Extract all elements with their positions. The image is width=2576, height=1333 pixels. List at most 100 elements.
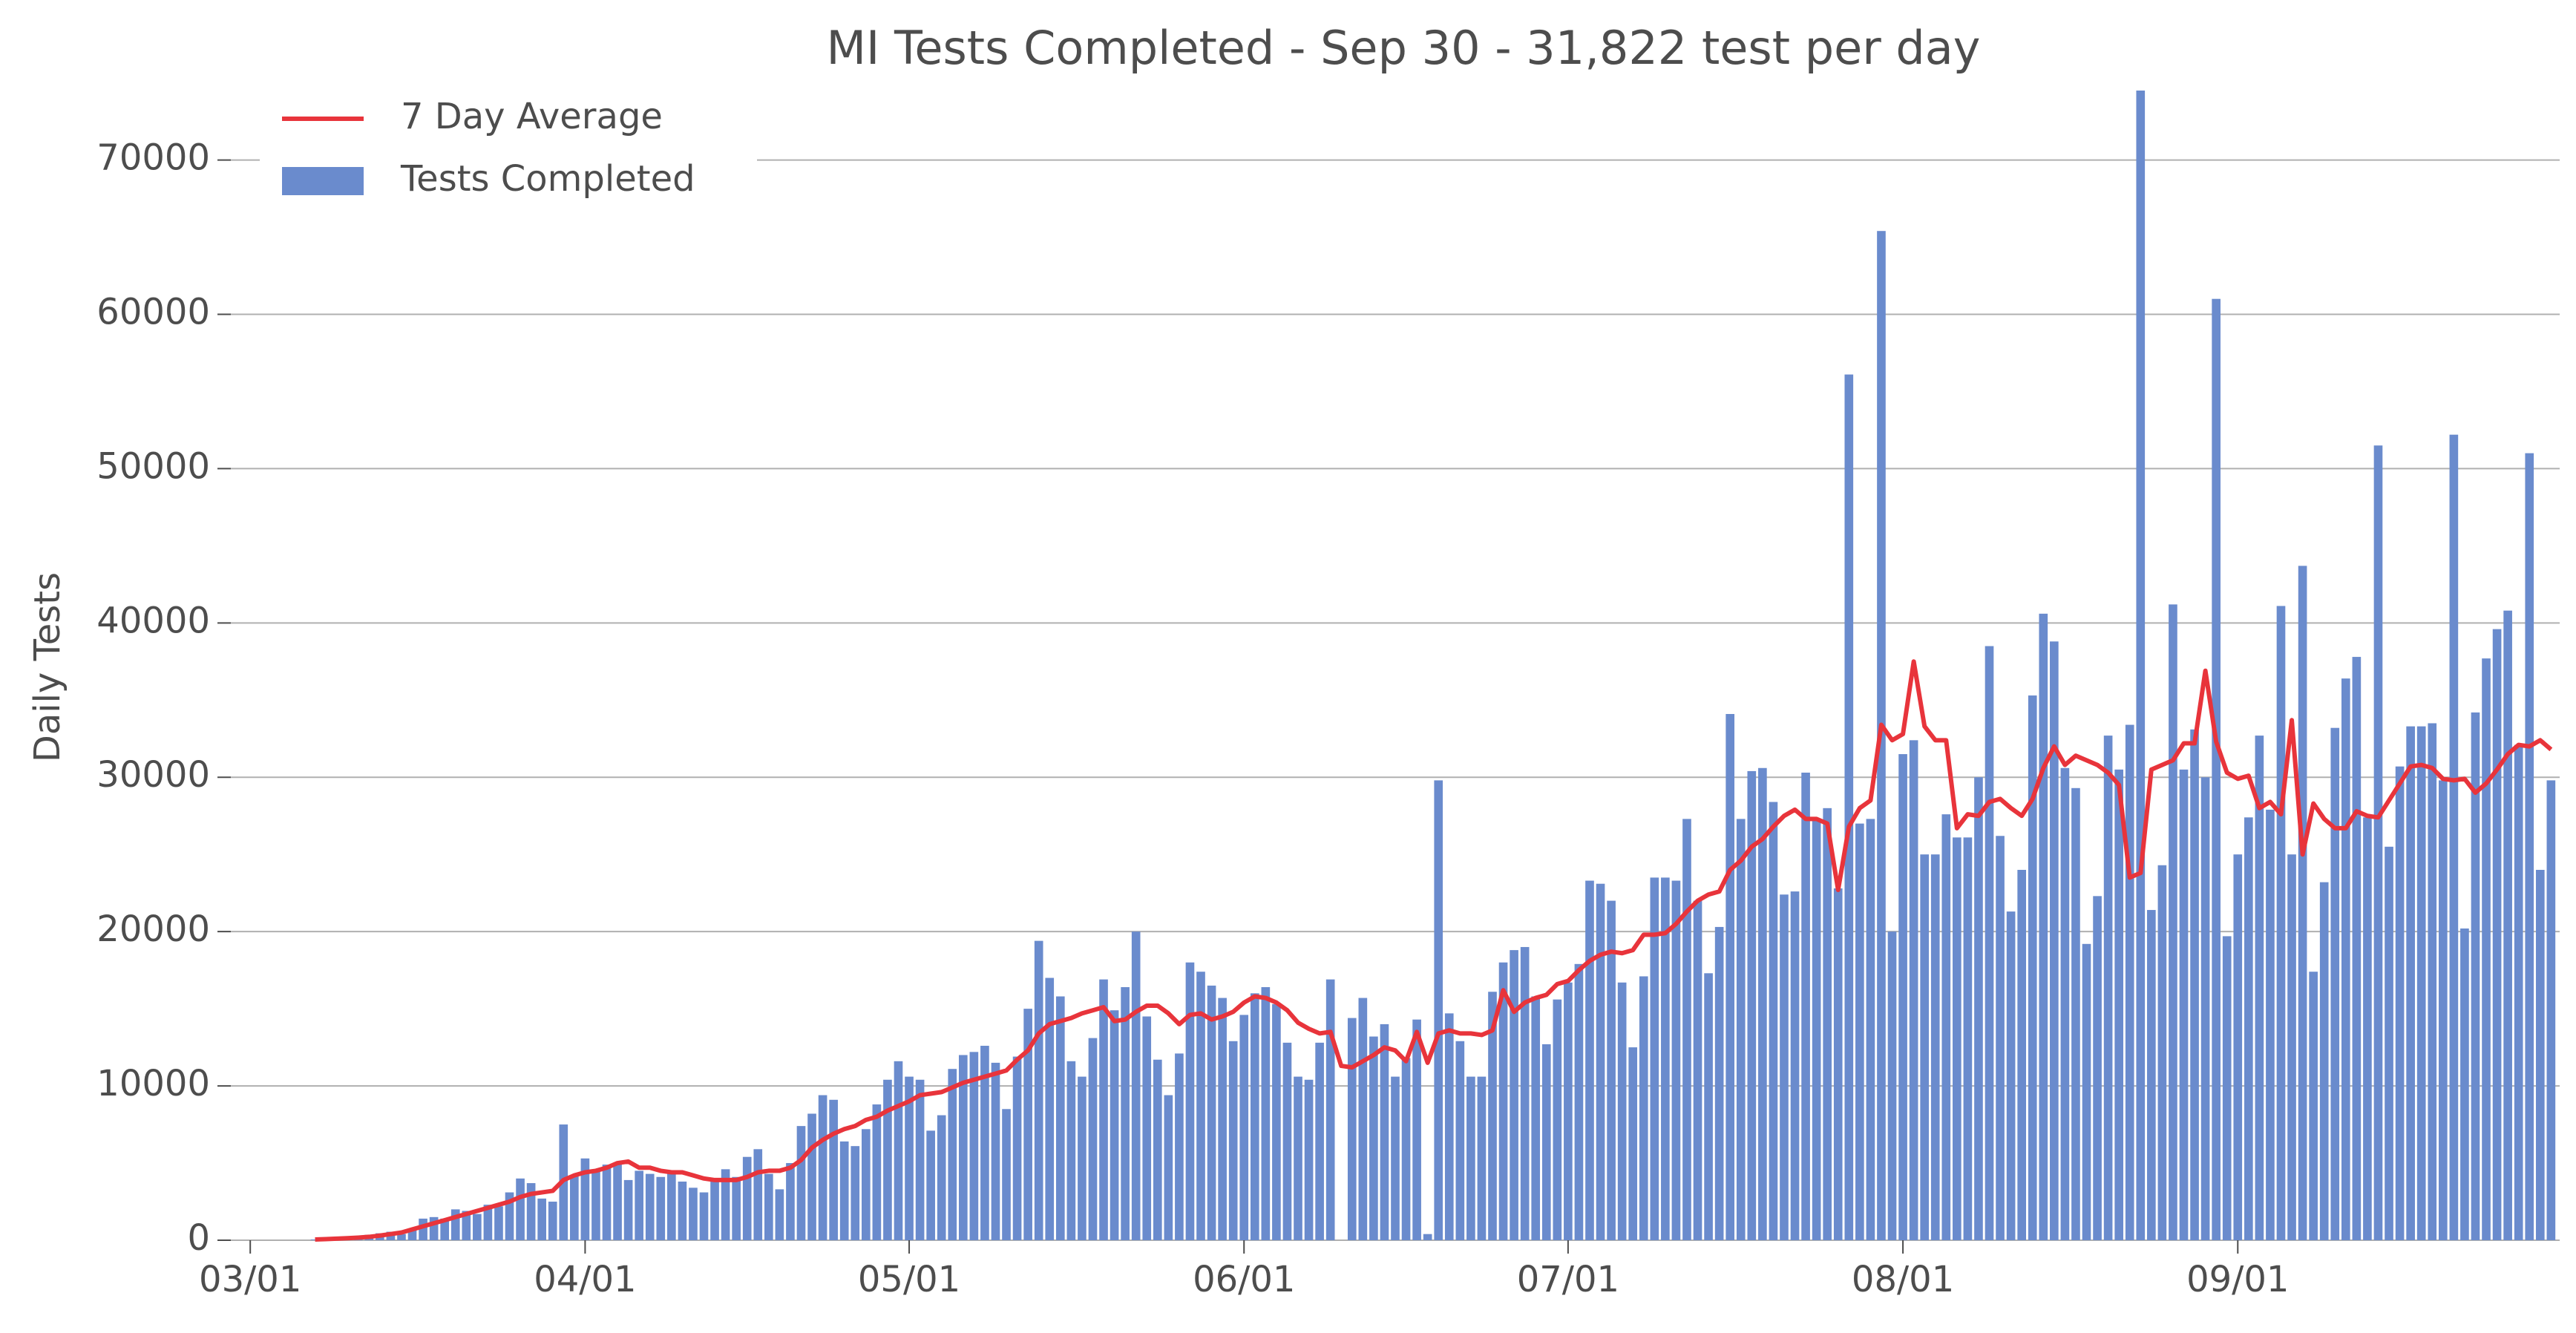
- bar: [1714, 926, 1724, 1240]
- bar: [1596, 883, 1605, 1240]
- bar: [2244, 817, 2253, 1240]
- bar: [1045, 977, 1055, 1240]
- bar: [872, 1104, 882, 1240]
- bar: [429, 1216, 439, 1240]
- bar: [742, 1156, 752, 1240]
- bar: [1023, 1009, 1032, 1240]
- bar: [623, 1179, 633, 1240]
- bar: [1412, 1019, 1421, 1240]
- bar: [1239, 1015, 1249, 1240]
- bar: [483, 1205, 493, 1240]
- bar: [1844, 374, 1854, 1241]
- bar: [1055, 996, 1065, 1240]
- bar: [1131, 931, 1141, 1240]
- bar: [2416, 726, 2426, 1240]
- bar: [2525, 453, 2534, 1240]
- bar: [2179, 769, 2189, 1240]
- bar: [2169, 604, 2177, 1240]
- bar: [1650, 877, 1659, 1240]
- bar: [1617, 982, 1627, 1240]
- bar: [1704, 973, 1713, 1240]
- bar: [2266, 809, 2275, 1240]
- bar: [1261, 987, 1271, 1240]
- bar: [1661, 877, 1670, 1240]
- bar: [602, 1165, 612, 1240]
- bar: [1034, 940, 1043, 1240]
- bar: [2071, 787, 2080, 1240]
- bar: [1304, 1079, 1314, 1240]
- bar: [1002, 1109, 1011, 1240]
- bar: [1369, 1036, 1378, 1240]
- bar: [2028, 695, 2037, 1240]
- bar: [2017, 869, 2026, 1240]
- bar: [2406, 726, 2415, 1240]
- bar: [1510, 950, 1518, 1240]
- bar: [1282, 1042, 1292, 1240]
- bar: [2319, 882, 2329, 1240]
- y-tick-label: 20000: [96, 908, 210, 950]
- bar: [1887, 931, 1897, 1240]
- bar: [2093, 896, 2102, 1240]
- bar: [1974, 777, 1983, 1240]
- bar: [796, 1126, 806, 1240]
- y-tick-label: 10000: [96, 1063, 210, 1104]
- bar: [397, 1234, 406, 1240]
- bar: [516, 1178, 525, 1240]
- bar: [1823, 808, 1832, 1240]
- x-tick-label: 07/01: [1517, 1259, 1619, 1300]
- bar: [2492, 629, 2502, 1240]
- bar: [1607, 900, 1616, 1240]
- bar: [1953, 837, 1962, 1240]
- bar: [1833, 888, 1843, 1240]
- chart-title: MI Tests Completed - Sep 30 - 31,822 tes…: [827, 21, 1981, 75]
- bar: [937, 1115, 946, 1240]
- bar: [818, 1095, 827, 1240]
- bar: [2190, 729, 2199, 1240]
- bar: [450, 1209, 460, 1240]
- bar: [1207, 985, 1216, 1240]
- legend-label: 7 Day Average: [401, 96, 663, 137]
- bar: [2157, 865, 2167, 1240]
- bar: [1153, 1059, 1162, 1240]
- bar: [1682, 819, 1691, 1240]
- bar: [1671, 880, 1681, 1240]
- bar: [1164, 1095, 1173, 1240]
- bar: [1855, 823, 1864, 1240]
- bar: [2449, 434, 2459, 1240]
- bar: [1628, 1047, 1638, 1240]
- bar: [1963, 837, 1973, 1240]
- x-tick-label: 05/01: [858, 1259, 960, 1300]
- y-tick-label: 40000: [96, 600, 210, 641]
- bar: [1250, 993, 1259, 1240]
- bar: [2125, 724, 2134, 1240]
- bar: [462, 1211, 471, 1240]
- bar: [407, 1229, 417, 1240]
- bar: [505, 1192, 514, 1240]
- legend-box: [260, 88, 757, 221]
- bar: [829, 1099, 838, 1240]
- bar: [2060, 767, 2070, 1240]
- bar: [1758, 767, 1767, 1240]
- bar: [526, 1183, 536, 1240]
- bar: [1920, 854, 1930, 1240]
- bar: [1553, 999, 1562, 1240]
- bar: [580, 1158, 590, 1240]
- x-tick-label: 06/01: [1193, 1259, 1295, 1300]
- bar: [1725, 713, 1735, 1240]
- bar: [645, 1173, 655, 1240]
- bar: [1110, 1010, 1119, 1240]
- bar: [1315, 1042, 1324, 1240]
- bar: [1434, 780, 1443, 1240]
- bar: [537, 1198, 546, 1240]
- bar: [1498, 962, 1508, 1240]
- bar: [1909, 740, 1918, 1240]
- y-axis-label: Daily Tests: [27, 572, 68, 762]
- bar: [2006, 911, 2016, 1240]
- bar: [2341, 678, 2350, 1240]
- bar: [1066, 1061, 1076, 1240]
- bar: [1444, 1013, 1454, 1240]
- bar: [991, 1062, 1000, 1240]
- legend-patch: [282, 167, 364, 195]
- bar: [699, 1192, 709, 1240]
